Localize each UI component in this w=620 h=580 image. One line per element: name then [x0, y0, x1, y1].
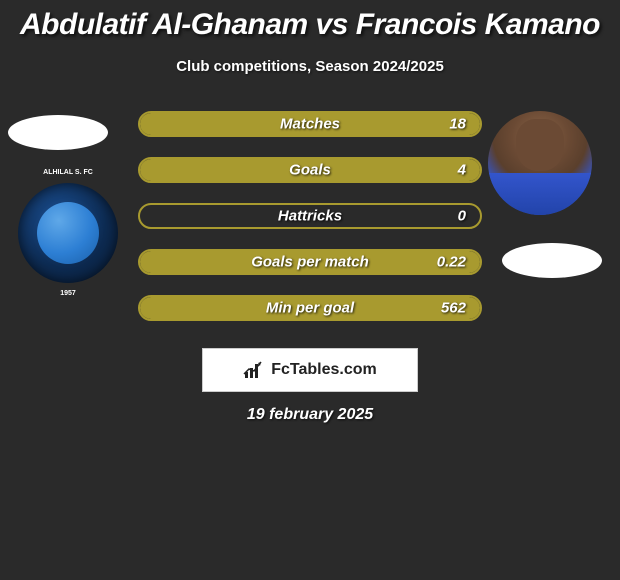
- page-title: Abdulatif Al-Ghanam vs Francois Kamano: [0, 8, 620, 42]
- date-label: 19 february 2025: [0, 406, 620, 424]
- stat-bar-value: 4: [458, 162, 466, 179]
- right-player-photo: [488, 111, 592, 215]
- source-logo-box: FcTables.com: [202, 348, 418, 392]
- content-area: ALHILAL S. FC 1957 Matches18 Goals4 Hattri…: [0, 115, 620, 355]
- source-logo-text: FcTables.com: [271, 361, 377, 379]
- stat-bar-label: Goals per match: [140, 254, 480, 271]
- badge-inner-circle: [37, 202, 99, 264]
- stat-bar-label: Goals: [140, 162, 480, 179]
- stat-bar: Hattricks0: [138, 203, 482, 229]
- stat-bars: Matches18 Goals4 Hattricks0 Goals per match…: [138, 111, 482, 341]
- comparison-widget: Abdulatif Al-Ghanam vs Francois Kamano C…: [0, 0, 620, 355]
- stat-bar-value: 18: [449, 116, 466, 133]
- right-flag-placeholder: [502, 243, 602, 278]
- stat-bar: Matches18: [138, 111, 482, 137]
- stat-bar: Min per goal562: [138, 295, 482, 321]
- subtitle: Club competitions, Season 2024/2025: [0, 58, 620, 75]
- stat-bar-value: 0.22: [437, 254, 466, 271]
- stat-bar-label: Min per goal: [140, 300, 480, 317]
- left-flag-placeholder: [8, 115, 108, 150]
- fctables-chart-icon: [243, 360, 265, 380]
- stat-bar-label: Matches: [140, 116, 480, 133]
- badge-top-text: ALHILAL S. FC: [43, 169, 93, 176]
- stat-bar: Goals per match0.22: [138, 249, 482, 275]
- stat-bar-label: Hattricks: [140, 208, 480, 225]
- stat-bar-value: 562: [441, 300, 466, 317]
- badge-year: 1957: [60, 290, 76, 297]
- stat-bar: Goals4: [138, 157, 482, 183]
- left-club-badge: ALHILAL S. FC 1957: [18, 183, 118, 283]
- stat-bar-value: 0: [458, 208, 466, 225]
